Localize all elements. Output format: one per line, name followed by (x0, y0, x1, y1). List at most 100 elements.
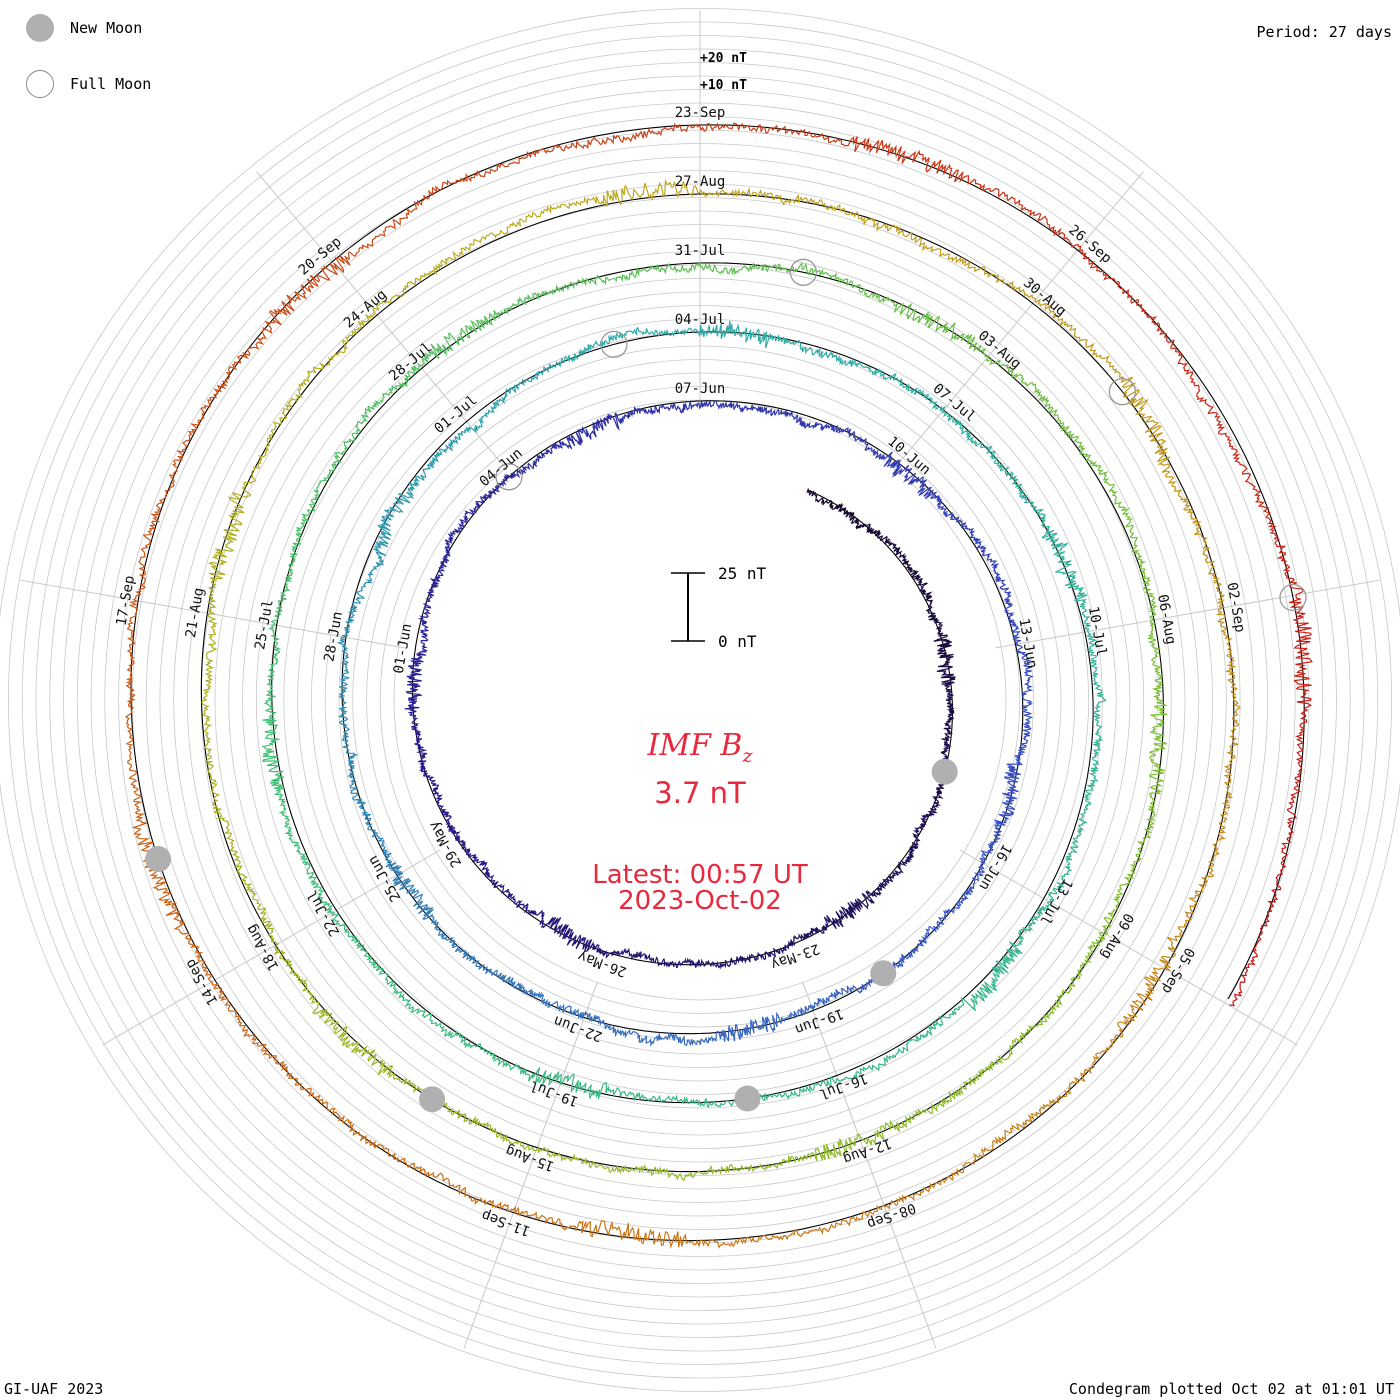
bz-trace-segment (484, 968, 525, 991)
bz-trace-segment (1085, 628, 1099, 675)
bz-trace-segment (1004, 470, 1035, 508)
bz-trace-segment (540, 916, 574, 940)
bz-trace-segment (1144, 422, 1177, 486)
bz-trace-segment (1052, 542, 1078, 589)
bz-trace-segment (279, 370, 313, 423)
bz-trace-segment (1090, 673, 1107, 721)
bz-trace-segment (914, 237, 972, 269)
bz-trace-segment (386, 979, 427, 1017)
bz-trace-segment (643, 403, 680, 416)
bz-trace-segment (715, 1019, 755, 1042)
bz-trace-segment (753, 1011, 793, 1033)
bz-spiral-trace (125, 122, 1313, 1249)
bz-trace-segment (464, 490, 493, 516)
bz-trace-segment (1026, 991, 1064, 1033)
bz-trace-segment (647, 327, 693, 337)
bz-trace-segment (213, 807, 241, 862)
bz-trace-segment (641, 1229, 708, 1249)
bz-trace-segment (1248, 481, 1281, 546)
bz-trace-segment (422, 913, 456, 949)
bz-trace-segment (1037, 212, 1090, 263)
full-moon-marker (1108, 378, 1137, 406)
date-label: 27-Aug (675, 174, 726, 190)
bz-trace-segment (455, 1109, 508, 1143)
bz-trace-segment (672, 1164, 731, 1182)
grid-ring (214, 224, 1186, 1176)
bz-trace-segment (471, 854, 495, 883)
bz-trace-segment (1024, 294, 1077, 332)
bz-trace-segment (936, 658, 956, 689)
bz-trace-segment (936, 498, 968, 529)
bz-trace-segment (204, 751, 220, 810)
grid-ring (338, 345, 1062, 1055)
bz-trace-segment (579, 1220, 643, 1243)
bz-trace-segment (294, 1078, 345, 1124)
bz-trace-segment (1044, 399, 1082, 444)
bz-trace-segment (451, 829, 475, 858)
bz-trace-segment (354, 294, 404, 331)
legend-new-moon-label: New Moon (70, 19, 143, 37)
grid-ring (352, 359, 1048, 1041)
bz-trace-segment (706, 1234, 772, 1249)
grid-ring (228, 237, 1172, 1163)
bz-trace-segment (712, 261, 767, 276)
bz-trace-segment (1215, 595, 1233, 658)
bz-trace-segment (610, 263, 662, 283)
bz-trace-segment (281, 263, 338, 315)
bz-trace-segment (713, 400, 750, 414)
grid-ring (63, 75, 1337, 1325)
bz-trace-segment (346, 771, 367, 812)
bz-trace-segment (311, 329, 358, 374)
bz-trace-segment (598, 947, 633, 959)
bz-trace-segment (300, 477, 328, 524)
bz-trace-segment (925, 1005, 963, 1038)
grid-spoke (802, 981, 937, 1349)
bz-trace-segment (1181, 362, 1221, 422)
bz-trace-segment (675, 1034, 717, 1047)
bz-trace-segment (945, 687, 956, 717)
bz-trace-segment (776, 125, 844, 146)
bz-trace-segment (840, 1061, 886, 1082)
bz-trace-segment (1073, 331, 1121, 375)
bz-trace-segment (268, 765, 287, 817)
bz-trace-segment (607, 406, 645, 431)
bz-trace-segment (125, 732, 143, 798)
bz-trace-segment (859, 216, 918, 243)
bz-trace-segment (423, 770, 444, 803)
legend-full-moon: Full Moon (26, 70, 151, 98)
bz-trace-segment (1118, 373, 1159, 424)
grid-spoke (463, 981, 598, 1349)
bz-trace-segment (660, 261, 714, 275)
bz-trace-segment (986, 556, 1010, 591)
bz-trace-segment (604, 326, 649, 345)
bz-trace-segment (1090, 898, 1121, 949)
bz-trace-segment (941, 715, 954, 746)
amplitude-mark-20: +20 nT (700, 51, 747, 66)
bz-trace-segment (851, 517, 881, 538)
bz-trace-segment (491, 879, 516, 905)
bz-trace-segment (1194, 839, 1221, 898)
grid-spoke (102, 849, 441, 1046)
bz-trace-segment (491, 469, 522, 496)
bz-trace-segment (1067, 585, 1092, 630)
date-label: 15-Aug (504, 1142, 557, 1174)
bz-trace-segment (566, 931, 601, 953)
bz-trace-segment (1018, 897, 1056, 934)
bz-trace-segment (771, 1223, 836, 1241)
bz-trace-segment (316, 1008, 361, 1054)
bz-trace-segment (577, 414, 610, 443)
bz-trace-segment (793, 1075, 841, 1097)
bz-trace-segment (1131, 955, 1175, 1011)
bz-trace-segment (384, 358, 426, 396)
bz-trace-segment (1091, 719, 1104, 767)
bz-trace-segment (707, 122, 778, 134)
scale-bar-top-label: 25 nT (718, 564, 767, 583)
bz-trace-segment (1293, 680, 1313, 751)
bz-trace-segment (418, 607, 432, 642)
new-moon-marker (870, 960, 897, 987)
bz-trace-segment (400, 462, 434, 499)
bz-trace-segment (284, 960, 321, 1015)
bz-trace-segment (515, 900, 546, 925)
full-moon-icon (26, 70, 54, 98)
new-moon-icon (26, 14, 54, 42)
